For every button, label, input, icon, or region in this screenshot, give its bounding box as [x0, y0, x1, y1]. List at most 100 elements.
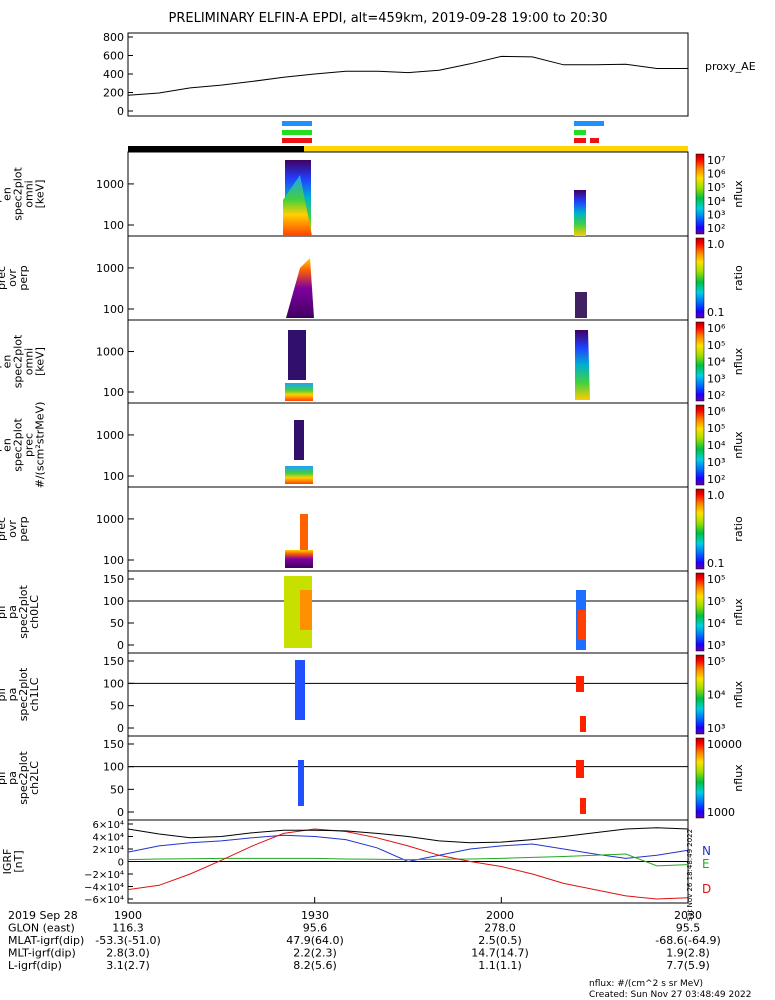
- y-axis-label-line: pif: [0, 686, 8, 701]
- y-tick-label: 0: [118, 858, 124, 869]
- igrf-total-line: [127, 827, 689, 844]
- colorbar-tick-label: 10⁶: [707, 405, 726, 418]
- colorbar-tick-label: 10²: [707, 473, 725, 486]
- colorbar-label: nflux: [732, 347, 745, 375]
- footer-row-label: MLT-igrf(dip): [8, 947, 76, 960]
- y-tick-label: 100: [103, 219, 124, 232]
- colorbar-tick-label: 10⁴: [707, 195, 726, 208]
- y-axis-label-line: en: [1, 438, 14, 452]
- y-tick-label: 1000: [96, 429, 124, 442]
- y-axis-label-line: omni: [23, 180, 36, 207]
- y-axis-label-line: spec2plot: [12, 418, 25, 472]
- y-axis-label-line: pif: [0, 353, 3, 368]
- proxy-ae-legend: proxy_AE: [705, 60, 756, 73]
- colorbar-tick-label: 10⁵: [707, 655, 725, 668]
- colorbar-label: ratio: [732, 516, 745, 542]
- colorbar-tick-label: 10⁵: [707, 339, 725, 352]
- footer-row-value: 95.6: [303, 922, 328, 935]
- coverage-bar-green: [282, 130, 312, 135]
- y-tick-label: 2×10⁴: [93, 845, 124, 856]
- spectrogram-precipitation-ratio: [575, 292, 587, 318]
- y-axis-label-line: ovr: [6, 269, 19, 287]
- spectrogram-pa-ch2: [580, 798, 586, 814]
- y-axis-label-line: pif: [0, 437, 3, 452]
- y-axis-label-line: ch2LC: [28, 761, 41, 795]
- y-axis-label-line: omni: [23, 348, 36, 375]
- colorbar-label: nflux: [732, 431, 745, 459]
- y-axis-label-line: ch1LC: [28, 677, 41, 711]
- colorbar: [695, 737, 705, 819]
- colorbar-tick-label: 1.0: [707, 238, 725, 251]
- y-tick-label: 1000: [96, 513, 124, 526]
- y-axis-label: elapifpaspec2plotch1LC: [0, 667, 41, 721]
- colorbar-tick-label: 0.1: [707, 557, 725, 570]
- colorbar-tick-label: 10²: [707, 389, 725, 402]
- y-axis-label-line: pif: [0, 770, 8, 785]
- footer-row-value: 8.2(5.6): [293, 959, 337, 972]
- colorbar-tick-label: 10⁷: [707, 154, 725, 167]
- y-tick-label: 0: [117, 105, 124, 118]
- y-tick-label: 150: [103, 738, 124, 751]
- y-axis-label: elapifenspec2plotomni[keV]: [0, 334, 47, 388]
- coverage-bar-red: [282, 138, 312, 143]
- footer-row-value: -53.3(-51.0): [95, 934, 161, 947]
- footer-row-value: 1930: [301, 909, 329, 922]
- panel-frame: [127, 319, 689, 404]
- spectrogram-pa-ch1: [580, 716, 586, 732]
- footer-row-value: 1900: [114, 909, 142, 922]
- colorbar-tick-label: 10⁵: [707, 595, 725, 608]
- igrf-legend-e: E: [702, 857, 710, 871]
- y-axis-label-line: prec: [0, 266, 8, 290]
- y-axis-label-line: [keV]: [34, 180, 47, 209]
- footer-row-value: 116.3: [112, 922, 144, 935]
- colorbar-tick-label: 10⁴: [707, 617, 726, 630]
- y-axis-label: elapifenspec2plotprec#/(scm²strMeV): [0, 402, 47, 489]
- plot-title: PRELIMINARY ELFIN-A EPDI, alt=459km, 201…: [169, 11, 608, 26]
- y-axis-label-line: pa: [6, 771, 19, 785]
- y-tick-label: 400: [103, 68, 124, 81]
- status-bar-black: [128, 146, 304, 152]
- colorbar-tick-label: 1.0: [707, 489, 725, 502]
- y-tick-label: 50: [110, 617, 124, 630]
- footer-row-value: 3.1(2.7): [106, 959, 150, 972]
- colorbar: [695, 153, 705, 235]
- y-axis-label-line: spec2plot: [12, 167, 25, 221]
- footer-row-value: 2.2(2.3): [293, 947, 337, 960]
- colorbar: [695, 572, 705, 652]
- footer-row-value: 14.7(14.7): [471, 947, 529, 960]
- colorbar-tick-label: 10⁵: [707, 181, 725, 194]
- panel-frame: [127, 151, 689, 237]
- igrf-legend-d: D: [702, 882, 711, 896]
- y-tick-label: 1000: [96, 346, 124, 359]
- y-axis-label-line: ch0LC: [28, 595, 41, 629]
- colorbar-tick-label: 10³: [707, 456, 725, 469]
- colorbar-tick-label: 10⁴: [707, 439, 726, 452]
- y-axis-label-line: [keV]: [34, 347, 47, 376]
- colorbar-tick-label: 10⁵: [707, 422, 725, 435]
- y-axis-label: elapefenspec2plotomni[keV]: [0, 167, 47, 221]
- colorbar-label: nflux: [732, 680, 745, 708]
- spectrogram-pa-ch0: [578, 610, 586, 640]
- y-tick-label: −6×10⁴: [84, 895, 124, 906]
- colorbar-tick-label: 10³: [707, 722, 725, 735]
- spectrogram-ion-prec: [294, 420, 304, 460]
- y-axis-label-line: en: [1, 187, 14, 201]
- y-tick-label: 0: [117, 639, 124, 652]
- colorbar-label: nflux: [732, 180, 745, 208]
- footer: 2019 Sep 28 1900 1930 2000 2030 GLON (east) 11…: [8, 909, 751, 1000]
- y-tick-label: −4×10⁴: [84, 883, 124, 894]
- footer-row-value: -68.6(-64.9): [655, 934, 721, 947]
- y-tick-label: 100: [103, 386, 124, 399]
- footer-row-value: 2030: [674, 909, 702, 922]
- coverage-bar-blue: [574, 121, 604, 126]
- colorbar-tick-label: 10³: [707, 372, 725, 385]
- footer-row-value: 1.9(2.8): [666, 947, 710, 960]
- colorbar: [695, 321, 705, 402]
- y-axis-label: elapifpaspec2plotch2LC: [0, 751, 41, 805]
- y-tick-label: 150: [103, 573, 124, 586]
- colorbar-tick-label: 10⁴: [707, 689, 726, 702]
- y-tick-label: 50: [110, 700, 124, 713]
- colorbar: [695, 404, 705, 486]
- colorbar-tick-label: 10000: [707, 738, 742, 751]
